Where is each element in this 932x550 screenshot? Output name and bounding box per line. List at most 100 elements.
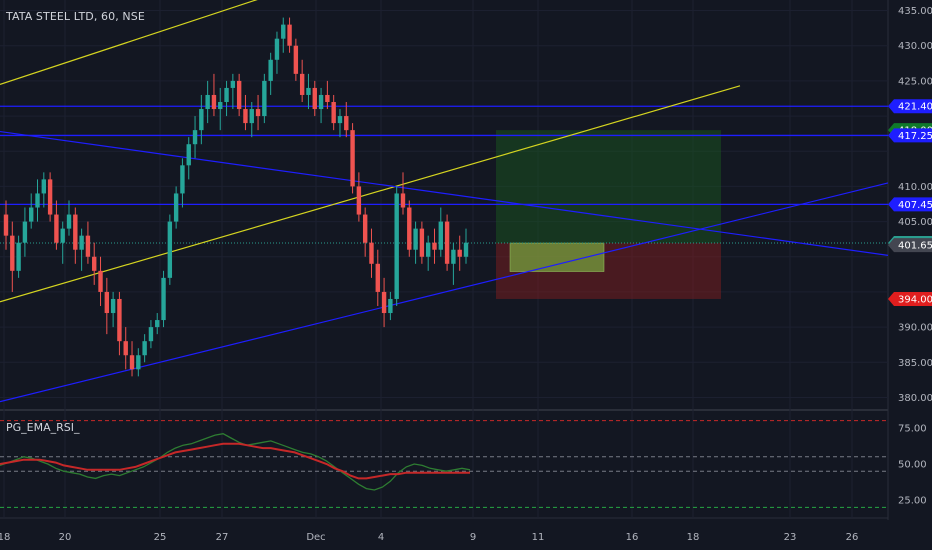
- candle: [249, 102, 254, 138]
- candle: [268, 52, 273, 95]
- candle: [199, 94, 204, 145]
- candle: [331, 94, 336, 131]
- candle: [148, 320, 154, 349]
- candle: [325, 80, 330, 110]
- candle: [54, 200, 59, 250]
- candle: [173, 186, 179, 229]
- date-tick-label: 16: [626, 532, 639, 543]
- chart-title: TATA STEEL LTD, 60, NSE: [6, 10, 145, 23]
- candle: [318, 87, 324, 124]
- candle: [161, 270, 166, 328]
- candle: [281, 17, 286, 53]
- date-tick-label: 25: [154, 532, 167, 543]
- candle: [29, 193, 34, 229]
- price-tag: 421.40: [888, 99, 932, 114]
- entry-box: [509, 242, 605, 272]
- indicator-tick-label: 75.00: [898, 423, 927, 434]
- date-tick-label: Dec: [306, 532, 325, 543]
- candle: [35, 179, 40, 222]
- candle: [117, 291, 122, 356]
- svg-text:394.00: 394.00: [898, 294, 932, 305]
- price-tick-label: 405.00: [898, 217, 932, 228]
- date-tick-label: 11: [532, 532, 545, 543]
- candle: [3, 200, 9, 250]
- channel-lower-line: [0, 85, 741, 303]
- rsi-line: [0, 433, 471, 491]
- date-tick-label: 9: [470, 532, 476, 543]
- candle: [73, 207, 78, 264]
- candle: [60, 221, 65, 264]
- candle: [337, 109, 343, 138]
- trendline-up: [0, 182, 889, 403]
- candle: [356, 172, 362, 222]
- candle: [350, 123, 355, 194]
- candle: [129, 341, 135, 377]
- candle: [394, 186, 399, 306]
- svg-text:401.65: 401.65: [898, 241, 932, 252]
- price-tag: 407.45: [888, 197, 932, 212]
- price-tick-label: 380.00: [898, 393, 932, 404]
- candle: [299, 59, 305, 102]
- candle: [218, 87, 223, 131]
- candle: [419, 221, 425, 264]
- candle: [262, 73, 267, 124]
- candle: [192, 116, 198, 159]
- candle: [432, 228, 437, 264]
- candle: [463, 228, 469, 264]
- candle: [243, 94, 248, 131]
- candle: [438, 207, 443, 257]
- candle: [98, 256, 103, 306]
- date-tick-label: 26: [846, 532, 859, 543]
- candle: [136, 348, 141, 377]
- candle: [362, 207, 368, 257]
- date-tick-label: 18: [687, 532, 700, 543]
- candle: [369, 228, 374, 278]
- candle: [142, 334, 147, 363]
- candle: [155, 313, 160, 335]
- target-zone: [496, 130, 721, 244]
- price-tick-label: 390.00: [898, 323, 932, 334]
- date-tick-label: 18: [0, 532, 10, 543]
- candle: [306, 73, 311, 110]
- candle: [425, 235, 431, 271]
- ema-line: [0, 442, 470, 480]
- candle: [407, 200, 412, 257]
- indicator-tick-label: 50.00: [898, 460, 927, 471]
- candle: [79, 228, 84, 271]
- date-tick-label: 27: [216, 532, 229, 543]
- date-tick-label: 20: [59, 532, 72, 543]
- candle: [110, 291, 116, 328]
- candle: [205, 80, 210, 124]
- candle: [66, 200, 72, 236]
- price-tick-label: 410.00: [898, 182, 932, 193]
- price-tick-label: 435.00: [898, 6, 932, 17]
- svg-text:417.25: 417.25: [898, 131, 932, 142]
- candle: [388, 291, 393, 321]
- candle: [123, 327, 128, 370]
- price-tag: 417.25: [888, 128, 932, 143]
- candle: [255, 94, 261, 131]
- trendline-down: [0, 130, 889, 256]
- candle: [236, 73, 242, 117]
- price-tag: 394.00: [888, 291, 932, 306]
- candle: [457, 235, 462, 271]
- indicator-title: PG_EMA_RSI_: [6, 421, 80, 434]
- candle: [312, 80, 317, 117]
- price-tag: 401.65: [888, 238, 932, 253]
- candle: [293, 38, 299, 81]
- candle: [274, 31, 280, 74]
- candle: [224, 80, 229, 117]
- candle: [186, 137, 191, 180]
- price-tick-label: 385.00: [898, 358, 932, 369]
- svg-text:407.45: 407.45: [898, 200, 932, 211]
- candle: [211, 73, 217, 117]
- date-tick-label: 23: [784, 532, 797, 543]
- candle: [22, 207, 28, 257]
- price-tick-label: 425.00: [898, 76, 932, 87]
- date-tick-label: 4: [378, 532, 384, 543]
- price-tick-label: 430.00: [898, 41, 932, 52]
- channel-upper-line: [0, 0, 258, 85]
- indicator-tick-label: 25.00: [898, 496, 927, 507]
- candle: [104, 277, 110, 335]
